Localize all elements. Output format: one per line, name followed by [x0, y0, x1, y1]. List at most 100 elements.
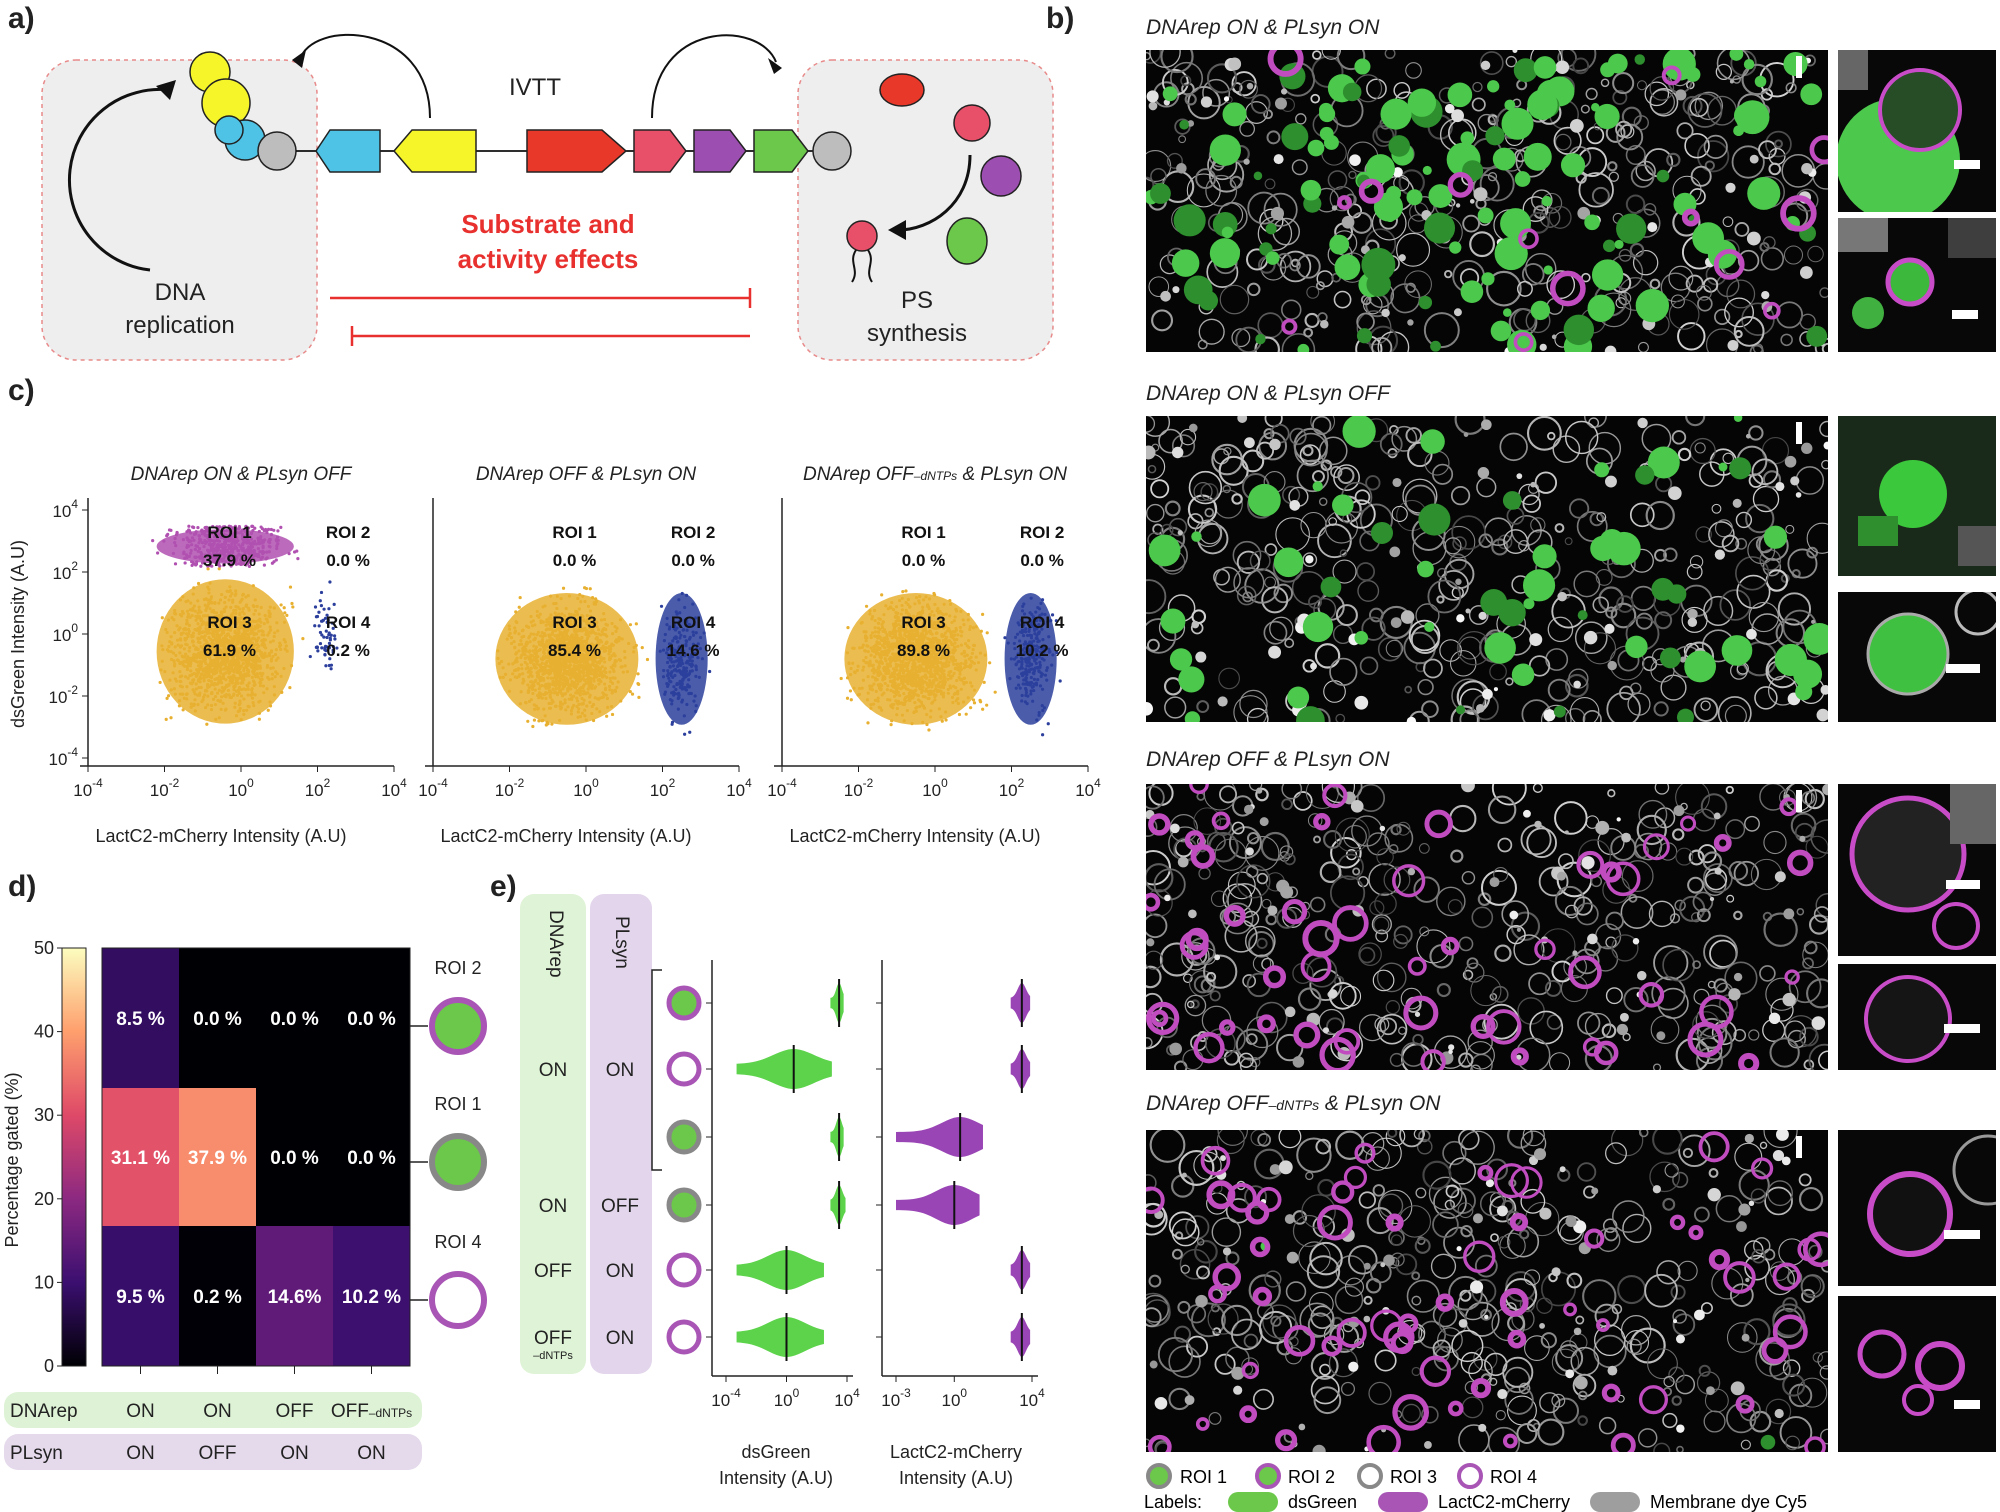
heatmap-value-r1-c1: 8.5 % [116, 1009, 165, 1030]
c1-cluster-roi4 [308, 580, 339, 671]
cbar-tick-2: 30 [34, 1105, 54, 1125]
d-roi-icon-1 [429, 1133, 487, 1191]
heatmap-value-r2-c4: 0.0 % [347, 1148, 396, 1169]
legend-roi3: ROI 3 [1390, 1467, 1437, 1487]
c3-xtick-2: 100 [922, 776, 948, 800]
panel-c-scatter-plots: dsGreen Intensity (A.U) DNArep ON & PLsyn… [8, 464, 1101, 846]
e-dnarep-value-1: ON [539, 1196, 568, 1217]
e-green-violin-2 [830, 1117, 844, 1157]
heatmap-cell-r3-c2 [179, 1226, 256, 1366]
panel-b-legend: ROI 1 ROI 2 ROI 3 ROI 4 Labels: dsGreen … [1144, 1463, 1807, 1512]
c1-cluster-roi3 [156, 567, 305, 726]
c3-roi4-name: ROI 4 [1020, 613, 1065, 632]
c2-roi4-value: 14.6 % [667, 641, 720, 660]
c-ytick-1: 102 [52, 559, 78, 583]
c1-roi3-name: ROI 3 [207, 613, 251, 632]
heatmap-value-r1-c4: 0.0 % [347, 1009, 396, 1030]
c2-xtick-2: 100 [573, 776, 599, 800]
d-plsyn-row-bg [4, 1434, 422, 1470]
ps-label-2: synthesis [867, 320, 967, 347]
heatmap-cell-r1-c4 [333, 948, 410, 1088]
c3-roi2-name: ROI 2 [1020, 523, 1064, 542]
c1-xtick-3: 102 [305, 776, 331, 800]
e-roi-icon-2 [666, 1119, 702, 1155]
arrowhead-right [768, 58, 782, 74]
heatmap-value-r3-c3: 14.6% [268, 1287, 322, 1308]
e-green-xtick-0: 10-4 [711, 1386, 741, 1410]
micrograph-1 [1146, 50, 1828, 352]
micrograph-title-1: DNArep ON & PLsyn ON [1146, 16, 1380, 39]
panel-a-label: a) [8, 2, 35, 35]
e-plsyn-value-1: OFF [601, 1196, 639, 1217]
heatmap-value-r2-c1: 31.1 % [111, 1148, 170, 1169]
legend-roi1: ROI 1 [1180, 1467, 1227, 1487]
panel-a-diagram: IVTT Substrate and activity effects DNA … [41, 33, 1054, 361]
colorbar [61, 947, 87, 1367]
d-roi-label-1: ROI 1 [434, 1094, 481, 1114]
effect-label-1: Substrate and [461, 209, 634, 239]
replication-cycle-arrow [67, 87, 171, 272]
heatmap-cell-r1-c2 [179, 948, 256, 1088]
c3-cluster-roi4 [1003, 592, 1062, 737]
d-dnarep-label: DNArep [10, 1401, 78, 1422]
c-title-1: DNArep ON & PLsyn OFF [131, 464, 353, 485]
legend-roi3-icon [1357, 1463, 1383, 1489]
legend-roi4-icon [1457, 1463, 1483, 1489]
panel-c-label: c) [8, 374, 35, 407]
synthesis-arrow [897, 154, 972, 232]
heatmap-value-r2-c2: 37.9 % [188, 1148, 247, 1169]
e-dnarep-sub-3: –dNTPs [533, 1350, 573, 1362]
heatmap-value-r1-c3: 0.0 % [270, 1009, 319, 1030]
cbar-tick-1: 40 [34, 1022, 54, 1042]
gene-green [753, 129, 809, 173]
c1-cluster-roi1 [151, 524, 300, 568]
gene-pink [633, 129, 687, 173]
c1-roi2-name: ROI 2 [326, 523, 370, 542]
cbar-tick-0: 50 [34, 938, 54, 958]
micrograph-2 [1146, 416, 1828, 722]
legend-cy5-swatch [1590, 1492, 1640, 1512]
e-plsyn-column-bg [590, 894, 652, 1374]
c1-xtick-0: 10-4 [73, 776, 103, 800]
c2-xtick-1: 10-2 [495, 776, 525, 800]
gene-yellow [393, 129, 477, 173]
heatmap-value-r1-c2: 0.0 % [193, 1009, 242, 1030]
e-bracket [651, 969, 662, 1171]
e-roi-icon-0 [666, 985, 702, 1021]
legend-roi2-icon [1255, 1463, 1281, 1489]
c1-xtick-2: 100 [228, 776, 254, 800]
phospholipid-tail-2 [867, 249, 873, 283]
dna-label-1: DNA [155, 279, 206, 306]
ps-label-1: PS [901, 287, 933, 314]
e-dnarep-value-2: OFF [534, 1261, 572, 1282]
c-ytick-3: 10-2 [49, 683, 79, 707]
d-roi-label-2: ROI 4 [434, 1232, 481, 1252]
panel-d-heatmap: 50 40 30 20 10 0 Percentage gated (%) 8.5 % 0.0 … [2, 938, 487, 1470]
heatmap-value-r3-c1: 9.5 % [116, 1287, 165, 1308]
inset-1b [1838, 218, 1996, 352]
c1-roi4-name: ROI 4 [326, 613, 371, 632]
heatmap-cell-r2-c2 [179, 1088, 256, 1226]
c2-roi1-value: 0.0 % [553, 551, 596, 570]
e-green-xlabel-2: Intensity (A.U) [719, 1468, 833, 1488]
c-title-2: DNArep OFF & PLsyn ON [476, 464, 697, 485]
d-plsyn-value-1: OFF [199, 1443, 237, 1464]
e-plsyn-value-3: ON [606, 1328, 635, 1349]
c3-roi2-value: 0.0 % [1020, 551, 1063, 570]
arrowhead-left [292, 50, 306, 68]
e-roi-icon-5 [666, 1319, 702, 1355]
phospholipid-head [846, 220, 878, 252]
legend-labels-title: Labels: [1144, 1492, 1202, 1512]
c3-xtick-3: 102 [999, 776, 1025, 800]
heatmap-cell-r3-c4 [333, 1226, 410, 1366]
c1-roi2-value: 0.0 % [326, 551, 369, 570]
e-cherry-xlabel-2: Intensity (A.U) [899, 1468, 1013, 1488]
c1-xtick-4: 104 [381, 776, 407, 800]
d-roi-icon-0 [429, 997, 487, 1055]
e-green-violin-1 [736, 1049, 832, 1089]
e-roi-icon-3 [666, 1187, 702, 1223]
replication-arrowhead [156, 80, 176, 100]
c2-roi1-name: ROI 1 [552, 523, 596, 542]
e-dnarep-value-3: OFF [534, 1328, 572, 1349]
phospholipid-tail-1 [851, 249, 857, 283]
